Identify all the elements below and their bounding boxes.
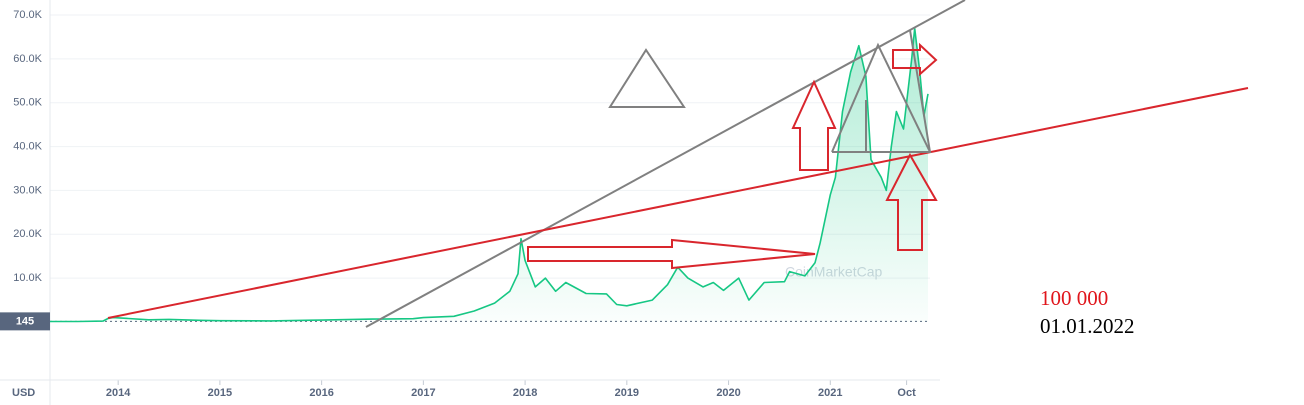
x-tick-label: 2021: [818, 387, 842, 399]
price-line: [50, 27, 929, 323]
x-tick-label: 2019: [615, 387, 639, 399]
x-tick-label: 2017: [411, 387, 435, 399]
x-tick-label: 2014: [106, 387, 131, 399]
y-tick-label: 70.0K: [13, 9, 42, 21]
x-tick-label: 2020: [716, 387, 740, 399]
y-tick-label: 20.0K: [13, 228, 42, 240]
currency-label: USD: [12, 387, 35, 399]
x-tick-label: 2016: [309, 387, 333, 399]
annotation: 01.01.2022: [1040, 314, 1135, 338]
price-marker-tag: [0, 312, 50, 331]
y-tick-label: 50.0K: [13, 97, 42, 109]
x-tick-label: Oct: [897, 387, 916, 399]
y-tick-label: 40.0K: [13, 140, 42, 152]
y-tick-label: 10.0K: [13, 272, 42, 284]
area: [50, 28, 928, 322]
price-marker-label: 145: [16, 315, 34, 327]
y-tick-label: 30.0K: [13, 184, 42, 196]
x-tick-label: 2018: [513, 387, 537, 399]
annotation: 100 000: [1040, 286, 1108, 310]
x-tick-label: 2015: [208, 387, 232, 399]
annotation-drawing: [107, 0, 1249, 328]
y-tick-label: 60.0K: [13, 53, 42, 65]
